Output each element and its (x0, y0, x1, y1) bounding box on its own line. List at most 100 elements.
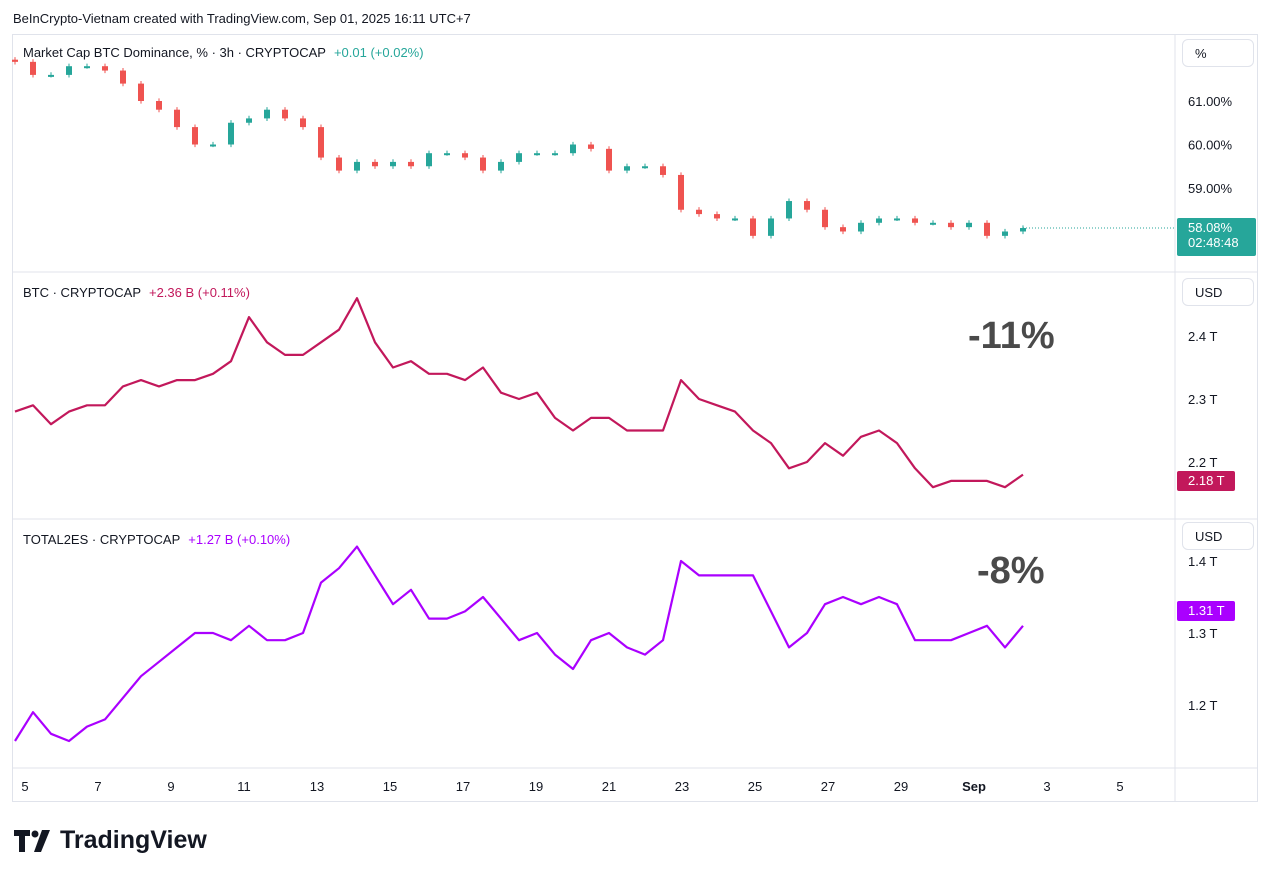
candle-body (462, 153, 468, 158)
candle-body (822, 209, 828, 228)
chart-frame (12, 34, 1258, 802)
candle-body (948, 222, 954, 228)
candle-body (84, 66, 90, 69)
candle-body (66, 66, 72, 75)
time-axis-tick: 5 (21, 779, 28, 794)
candle-body (318, 127, 324, 158)
time-axis-tick: 15 (383, 779, 397, 794)
candle-body (1002, 231, 1008, 236)
candle-body (102, 66, 108, 71)
tradingview-logo[interactable]: TradingView (14, 826, 207, 855)
last-price-label-btc: 2.18 T (1188, 473, 1225, 488)
price-axis-tick: 2.4 T (1188, 329, 1217, 344)
candle-body (984, 222, 990, 236)
price-axis-tick: 2.3 T (1188, 392, 1217, 407)
candle-body (336, 157, 342, 171)
candle-body (372, 161, 378, 167)
candle-body (660, 166, 666, 175)
candle-body (174, 109, 180, 128)
price-axis-tick: 1.4 T (1188, 554, 1217, 569)
candle-body (228, 122, 234, 145)
price-axis-tick: 59.00% (1188, 181, 1233, 196)
candle-body (408, 161, 414, 167)
candle-body (480, 157, 486, 171)
candle-body (552, 153, 558, 156)
candle-body (246, 118, 252, 123)
price-axis-tick: 60.00% (1188, 138, 1233, 153)
legend-change: +1.27 B (+0.10%) (188, 532, 291, 547)
price-axis-tick: 1.3 T (1188, 626, 1217, 641)
scale-button-usd-total2es[interactable]: USD (1182, 522, 1254, 550)
legend-change: +2.36 B (+0.11%) (148, 285, 250, 300)
legend-title: Market Cap BTC Dominance, % · 3h · CRYPT… (23, 45, 326, 60)
time-axis-tick: 19 (529, 779, 543, 794)
time-axis-tick: 17 (456, 779, 470, 794)
time-axis-tick: 13 (310, 779, 324, 794)
candle-body (912, 218, 918, 223)
candle-body (624, 166, 630, 171)
time-axis-tick: 23 (675, 779, 689, 794)
candle-body (282, 109, 288, 119)
legend-title: BTC · CRYPTOCAP (23, 285, 141, 300)
candle-body (516, 153, 522, 162)
candle-body (120, 70, 126, 84)
time-axis-tick: 29 (894, 779, 908, 794)
candle-body (642, 166, 648, 169)
candle-body (966, 222, 972, 228)
candle-body (210, 144, 216, 147)
time-axis-tick: Sep (962, 779, 986, 794)
candle-body (930, 222, 936, 225)
candle-body (534, 153, 540, 156)
annotation-btc-change: -11% (968, 315, 1055, 357)
btc-line (14, 297, 1024, 489)
candle-body (192, 127, 198, 145)
candle-body (876, 218, 882, 223)
candle-body (138, 83, 144, 101)
last-price-label-total2es: 1.31 T (1188, 603, 1225, 618)
candle-body (570, 144, 576, 154)
candle-body (840, 227, 846, 232)
candle-body (426, 153, 432, 167)
candle-body (498, 161, 504, 171)
candle-body (696, 209, 702, 215)
candle-body (732, 218, 738, 221)
legend-title: TOTAL2ES · CRYPTOCAP (23, 532, 181, 547)
candle-body (264, 109, 270, 119)
price-axis-tick: 2.2 T (1188, 455, 1217, 470)
time-axis-tick: 5 (1116, 779, 1123, 794)
candle-body (588, 144, 594, 149)
time-axis-tick: 3 (1043, 779, 1050, 794)
price-axis-tick: 1.2 T (1188, 698, 1217, 713)
time-axis-tick: 27 (821, 779, 835, 794)
pane-legend-total2es[interactable]: TOTAL2ES · CRYPTOCAP +1.27 B (+0.10%) (23, 532, 290, 547)
pane-legend-dominance[interactable]: Market Cap BTC Dominance, % · 3h · CRYPT… (23, 45, 424, 60)
time-axis-tick: 7 (94, 779, 101, 794)
logo-text: TradingView (60, 826, 207, 854)
time-axis-tick: 21 (602, 779, 616, 794)
price-axis-tick: 61.00% (1188, 94, 1233, 109)
candle-body (30, 61, 36, 75)
candle-body (1020, 228, 1026, 232)
candle-body (714, 214, 720, 219)
candle-body (858, 222, 864, 232)
pane-legend-btc[interactable]: BTC · CRYPTOCAP +2.36 B (+0.11%) (23, 285, 250, 300)
total2es-line (14, 545, 1024, 743)
candle-body (354, 161, 360, 171)
candle-body (48, 74, 54, 77)
candle-body (156, 101, 162, 110)
scale-button-percent[interactable]: % (1182, 39, 1254, 67)
candle-body (894, 218, 900, 221)
last-price-label-dominance: 58.08% (1188, 220, 1233, 235)
legend-change: +0.01 (+0.02%) (333, 45, 424, 60)
chart-credit: BeInCrypto-Vietnam created with TradingV… (13, 11, 471, 26)
candle-body (444, 153, 450, 156)
time-axis-tick: 9 (167, 779, 174, 794)
candle-body (678, 174, 684, 210)
scale-button-usd-btc[interactable]: USD (1182, 278, 1254, 306)
annotation-total2es-change: -8% (977, 550, 1045, 592)
candle-body (390, 161, 396, 167)
last-price-label-dominance: 02:48:48 (1188, 235, 1239, 250)
candle-body (786, 201, 792, 219)
candle-body (804, 201, 810, 210)
